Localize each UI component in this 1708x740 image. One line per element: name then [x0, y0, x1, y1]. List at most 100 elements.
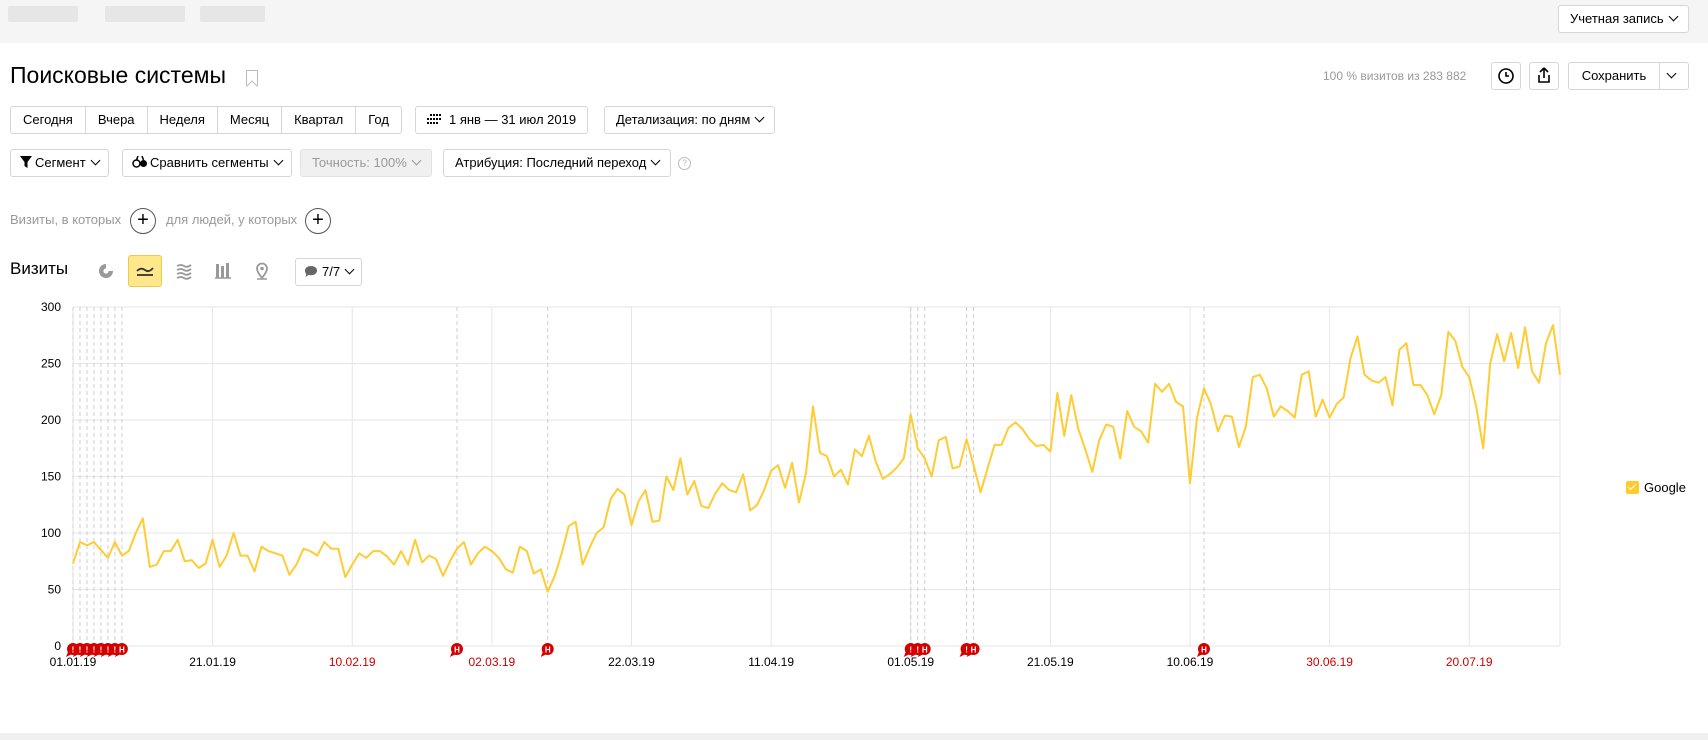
note-marker-dot: [967, 643, 980, 655]
period-quarter[interactable]: Квартал: [282, 107, 357, 133]
accuracy-label: Точность: 100%: [312, 155, 407, 170]
note-marker-dot: [541, 643, 554, 655]
note-marker-dot: [115, 643, 128, 655]
period-year[interactable]: Год: [368, 112, 389, 127]
attribution-button[interactable]: Атрибуция: Последний переход: [443, 149, 672, 177]
note-marker-tail: [79, 652, 86, 657]
note-marker-label: !: [965, 646, 968, 655]
note-marker: H: [966, 643, 980, 657]
note-marker-tail: [100, 652, 107, 657]
detail-label: Детализация: по дням: [616, 112, 751, 127]
blurred-breadcrumb-2: [200, 6, 265, 22]
blurred-logo: [8, 6, 78, 22]
bar-chart-button[interactable]: [206, 255, 240, 287]
account-button[interactable]: Учетная запись: [1558, 5, 1689, 33]
note-marker-label: H: [119, 646, 125, 655]
note-marker-tail: [1196, 652, 1203, 657]
x-tick-label: 22.03.19: [608, 655, 655, 669]
period-today[interactable]: Сегодня: [11, 107, 86, 133]
save-button[interactable]: Сохранить: [1568, 62, 1660, 90]
note-marker-dot: [918, 643, 931, 655]
x-tick-label: 30.06.19: [1306, 655, 1353, 669]
note-marker-label: !: [100, 646, 103, 655]
chevron-down-icon: [344, 264, 355, 275]
add-people-condition-button[interactable]: +: [305, 208, 331, 234]
note-marker-tail: [540, 652, 547, 657]
x-tick-label: 21.05.19: [1027, 655, 1074, 669]
chevron-down-icon: [1668, 11, 1679, 22]
note-marker-label: H: [922, 646, 928, 655]
note-marker-label: H: [545, 646, 551, 655]
x-tick-label: 10.02.19: [329, 655, 376, 669]
chevron-down-icon: [411, 155, 422, 166]
note-marker: H: [1196, 643, 1210, 657]
chart-legend[interactable]: Google: [1626, 480, 1686, 495]
help-icon[interactable]: ?: [678, 157, 691, 170]
export-button[interactable]: [1529, 62, 1559, 90]
note-marker: H: [449, 643, 463, 657]
calendar-icon: [427, 114, 441, 124]
period-month[interactable]: Месяц: [218, 107, 283, 133]
detail-button[interactable]: Детализация: по дням: [604, 106, 776, 134]
line-chart-button[interactable]: [128, 255, 162, 287]
note-marker-tail: [966, 652, 973, 657]
chevron-down-icon: [273, 155, 284, 166]
compare-segments-button[interactable]: Сравнить сегменты: [122, 149, 292, 177]
compare-label: Сравнить сегменты: [150, 155, 269, 170]
pie-chart-icon: [99, 264, 113, 278]
note-marker-label: !: [72, 646, 75, 655]
map-pin-icon: [256, 262, 268, 280]
pie-chart-button[interactable]: [89, 255, 123, 287]
notes-button[interactable]: 7/7: [295, 258, 363, 286]
series-line-google: [72, 324, 1561, 593]
note-marker-tail: [66, 652, 72, 657]
note-marker-tail: [959, 652, 966, 657]
date-range-button[interactable]: 1 янв — 31 июл 2019: [415, 106, 589, 134]
y-tick-label: 0: [54, 639, 61, 653]
x-tick-label: 11.04.19: [748, 655, 794, 669]
segment-label: Сегмент: [35, 155, 86, 170]
y-tick-label: 200: [41, 413, 61, 427]
period-week[interactable]: Неделя: [148, 107, 218, 133]
area-chart-button[interactable]: [167, 255, 201, 287]
x-tick-label: 21.01.19: [189, 655, 236, 669]
add-visit-condition-button[interactable]: +: [130, 208, 156, 234]
note-marker-tail: [910, 652, 917, 657]
note-marker-tail: [449, 652, 456, 657]
note-marker: H: [114, 643, 128, 657]
checkbox-checked-icon[interactable]: [1626, 481, 1639, 494]
period-yesterday[interactable]: Вчера: [86, 107, 148, 133]
note-marker-tail: [107, 652, 114, 657]
save-menu-button[interactable]: [1659, 62, 1689, 90]
x-tick-label: 10.06.19: [1167, 655, 1214, 669]
accuracy-button[interactable]: Точность: 100%: [300, 149, 432, 177]
segment-button[interactable]: Сегмент: [10, 149, 109, 177]
note-marker-tail: [917, 652, 924, 657]
y-tick-label: 300: [41, 300, 61, 314]
share-icon: [1538, 67, 1550, 83]
visits-condition-label: Визиты, в которых: [10, 212, 122, 227]
y-tick-label: 250: [41, 357, 61, 371]
save-label: Сохранить: [1581, 68, 1647, 83]
bookmark-icon[interactable]: [246, 70, 258, 86]
x-tick-label: 01.05.19: [887, 655, 934, 669]
x-tick-label: 02.03.19: [469, 655, 516, 669]
legend-series-name: Google: [1644, 480, 1686, 495]
area-chart-icon: [176, 264, 192, 280]
line-chart-icon: [136, 267, 154, 276]
page-title: Поисковые системы: [10, 62, 226, 88]
note-marker-tail: [86, 652, 93, 657]
note-marker-label: !: [107, 646, 110, 655]
map-chart-button[interactable]: [245, 255, 279, 287]
note-marker-tail: [903, 652, 910, 657]
note-marker-tail: [114, 652, 121, 657]
note-marker-label: H: [971, 646, 977, 655]
visits-stat: 100 % визитов из 283 882: [1323, 69, 1467, 83]
note-marker-label: !: [916, 646, 919, 655]
note-marker-label: !: [909, 646, 912, 655]
y-tick-label: 150: [41, 470, 61, 484]
blurred-breadcrumb: [105, 6, 185, 22]
history-button[interactable]: [1491, 62, 1521, 90]
top-bar: Учетная запись: [0, 0, 1708, 43]
note-marker-label: H: [1201, 646, 1207, 655]
